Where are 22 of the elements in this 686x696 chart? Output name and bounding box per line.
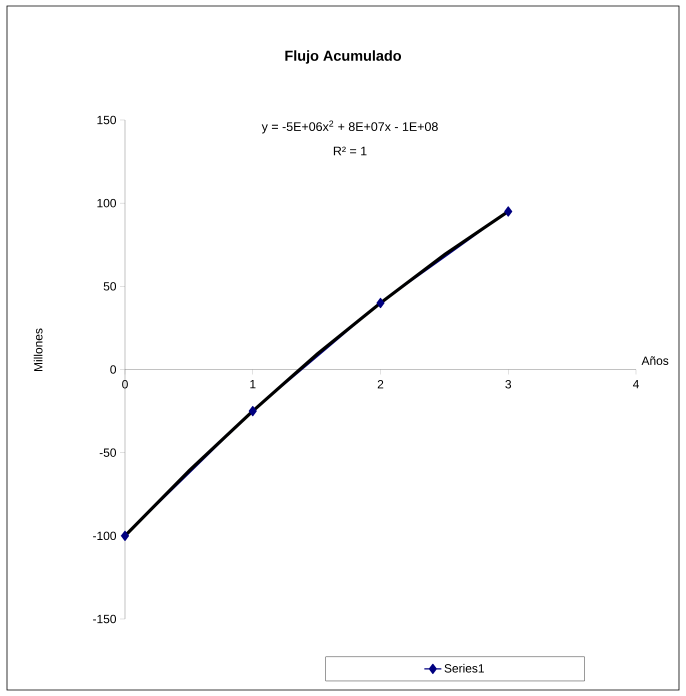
x-tick-label: 4 — [632, 380, 639, 388]
y-tick-label: 0 — [110, 365, 116, 374]
x-tick-label: 1 — [250, 380, 256, 388]
x-tick-label: 2 — [378, 380, 384, 388]
annotation: R² = 1 — [334, 146, 367, 156]
x-axis-title: Años — [642, 356, 668, 365]
y-tick-label: 150 — [97, 116, 116, 124]
legend-label: Series1 — [444, 664, 484, 673]
point — [120, 530, 130, 541]
point — [248, 406, 257, 416]
y-tick-label: -50 — [100, 448, 116, 457]
annotation: y = -5E+06x$^{2}$ + 8E+07x - 1E+08 — [262, 120, 438, 134]
y-tick-label: -100 — [93, 532, 116, 540]
y-tick-label: 50 — [104, 282, 116, 291]
x-tick-label: 3 — [505, 380, 512, 388]
y-tick-label: -150 — [93, 614, 116, 624]
chart-title: Flujo Acumulado — [285, 50, 402, 64]
point — [504, 206, 512, 217]
y-axis-title: Millones — [34, 328, 43, 371]
point — [376, 298, 385, 308]
x-tick-label: 0 — [122, 380, 128, 388]
y-tick-label: 100 — [97, 198, 116, 208]
